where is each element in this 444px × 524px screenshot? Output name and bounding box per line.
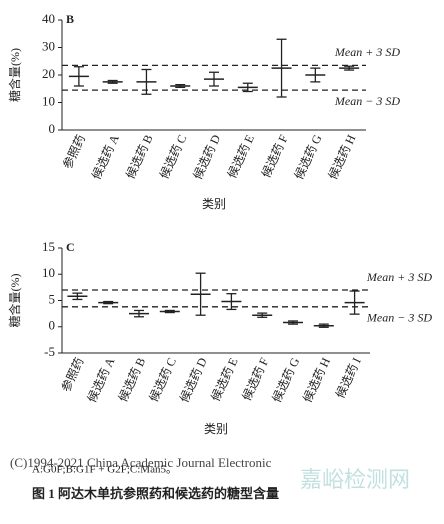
limit-label: Mean + 3 SD [366, 270, 432, 284]
x-axis-label: 类别 [202, 197, 226, 211]
watermark: 嘉峪检测网 [300, 467, 410, 492]
x-tick-label: 候选药 B [116, 356, 149, 405]
x-tick-label: 候选药 C [157, 133, 190, 182]
watermark: (C)1994-2021 China Academic Journal Elec… [10, 455, 272, 470]
x-tick-label: 候选药 A [89, 132, 122, 181]
y-tick-label: 0 [49, 318, 56, 333]
x-tick-label: 候选药 G [269, 355, 302, 404]
panel-label: B [66, 12, 74, 26]
y-tick-label: 0 [49, 121, 56, 136]
x-tick-label: 候选药 F [259, 132, 291, 180]
y-tick-label: 30 [42, 38, 55, 53]
x-tick-label: 候选药 B [123, 133, 156, 182]
limit-label: Mean + 3 SD [334, 45, 400, 59]
x-axis-label: 类别 [204, 422, 228, 436]
x-tick-label: 候选药 D [190, 132, 223, 181]
y-tick-label: 20 [42, 66, 55, 81]
x-tick-label: 候选药 A [85, 355, 118, 404]
caption-title: 图 1 阿达木单抗参照药和候选药的糖型含量 [32, 486, 279, 501]
x-tick-label: 候选药 H [325, 132, 358, 181]
y-tick-label: 10 [42, 93, 55, 108]
x-tick-label: 候选药 D [177, 355, 210, 404]
x-tick-label: 参照药 [59, 132, 88, 171]
x-tick-label: 参照药 [58, 355, 87, 394]
y-tick-label: 15 [42, 239, 55, 254]
x-tick-label: 候选药 E [208, 356, 240, 404]
y-tick-label: 5 [49, 291, 56, 306]
x-tick-label: 候选药 C [146, 356, 179, 405]
x-tick-label: 候选药 G [292, 132, 325, 181]
limit-label: Mean − 3 SD [366, 311, 432, 325]
x-tick-label: 候选药 E [225, 133, 257, 181]
x-tick-label: 候选药 H [300, 355, 333, 404]
y-tick-label: 10 [42, 265, 55, 280]
panel-label: C [66, 240, 75, 254]
y-axis-label: 糖含量(%) [7, 48, 22, 102]
x-tick-label: 候选药 I [333, 356, 364, 401]
y-tick-label: -5 [44, 344, 55, 359]
x-tick-label: 候选药 F [239, 355, 271, 403]
limit-label: Mean − 3 SD [334, 94, 400, 108]
y-tick-label: 40 [42, 11, 55, 26]
y-axis-label: 糖含量(%) [7, 274, 22, 328]
caption-note: A:G0F;B:G1F + G2F;C:Man5。 [32, 464, 177, 476]
